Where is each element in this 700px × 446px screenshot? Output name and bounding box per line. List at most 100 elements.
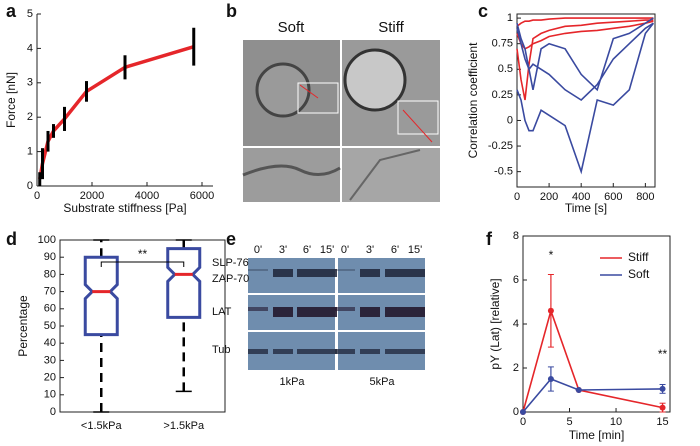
point [520,409,526,415]
micrograph-soft [242,40,341,202]
blot-band [297,307,317,317]
y-tick-label: 0 [27,180,33,192]
blot-band [405,269,425,277]
x-tick-label: 4000 [135,190,159,202]
y-tick-label: 80 [44,268,56,280]
band-label: SLP-76 [212,257,249,269]
point [659,385,666,392]
blot-band [297,269,317,277]
blot-band [248,269,268,271]
image-label: Stiff [378,19,404,36]
panel-label: c [478,1,488,21]
y-tick-label: 0 [507,114,513,126]
y-tick-label: 1 [27,146,33,158]
band-label: ZAP-70 [212,273,249,285]
box [83,255,119,337]
y-axis-label: pY (Lat) [relative] [488,278,502,369]
x-axis-label: Time [min] [569,428,625,442]
panel-label: b [226,1,237,21]
time-label: 0' [254,244,262,256]
significance-bracket [100,261,185,267]
panel-label: e [226,229,236,249]
y-tick-label: 100 [38,234,56,246]
y-tick-label: 2 [27,111,33,123]
blot-band [360,307,380,317]
blot-band [360,269,380,277]
blot-band [248,349,268,354]
y-tick-label: 10 [44,389,56,401]
time-label: 6' [303,244,311,256]
y-tick-label: 0 [50,406,56,418]
x-tick-label: 200 [540,191,558,203]
series-line [516,22,654,102]
y-tick-label: 2 [513,362,519,374]
y-tick-label: 0.75 [492,38,513,50]
y-tick-label: 8 [513,230,519,242]
x-tick-label: <1.5kPa [81,420,123,432]
y-tick-label: 20 [44,372,56,384]
x-tick-label: 2000 [80,190,104,202]
point [547,307,554,314]
time-label: 15' [408,244,422,256]
blot-band [297,349,317,354]
y-tick-label: 70 [44,286,56,298]
x-tick-label: 0 [34,190,40,202]
image-label: Soft [278,19,306,36]
blot-band [273,269,293,277]
y-tick-label: 0 [513,406,519,418]
annotation: * [549,248,554,262]
time-label: 3' [279,244,287,256]
blot-band [335,269,355,271]
blot-band [385,269,405,277]
plot-frame [516,13,656,188]
x-tick-label: 400 [572,191,590,203]
blot-band [317,307,337,317]
blot-band [360,349,380,354]
y-tick-label: 30 [44,354,56,366]
y-axis-label: Percentage [16,295,30,357]
annotation: ** [138,247,148,261]
x-tick-label: 0 [514,191,520,203]
point [575,387,582,393]
x-tick-label: 6000 [190,190,214,202]
box [166,247,202,319]
y-tick-label: 60 [44,303,56,315]
band-label: Tub [212,344,231,356]
blot-band [335,307,355,311]
time-label: 6' [391,244,399,256]
blot-band [273,349,293,354]
point [547,376,554,382]
band-label: LAT [212,306,232,318]
x-tick-label: 15 [656,416,668,428]
series-line [522,308,663,413]
blot-band [385,307,405,317]
micrograph-stiff [342,40,440,202]
time-label: 0' [341,244,349,256]
blot-band [273,307,293,317]
y-tick-label: 0.25 [492,89,513,101]
panel-label: a [6,1,17,21]
y-tick-label: -0.25 [488,140,513,152]
y-tick-label: -0.5 [494,166,513,178]
x-axis-label: Time [s] [565,201,607,215]
x-tick-label: 600 [604,191,622,203]
x-axis-label: Substrate stiffness [Pa] [63,201,186,215]
x-tick-label: 5 [566,416,572,428]
blot-band [317,269,337,277]
y-tick-label: 5 [27,8,33,20]
y-axis-label: Force [nN] [4,72,18,128]
panel-label: d [6,229,17,249]
x-tick-label: >1.5kPa [163,420,205,432]
blot-band [248,307,268,311]
blot-band [317,349,337,354]
y-axis-label: Correlation coefficient [466,42,480,159]
series-line [516,19,654,101]
blot-band [385,349,405,354]
time-label: 15' [320,244,334,256]
y-tick-label: 4 [27,42,33,54]
series-line [516,17,654,27]
x-tick-label: 10 [610,416,622,428]
legend-label: Stiff [628,250,649,264]
time-label: 3' [366,244,374,256]
